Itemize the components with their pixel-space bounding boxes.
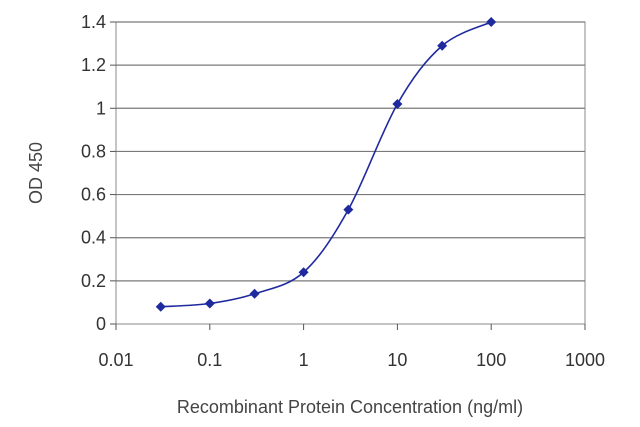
data-point xyxy=(437,40,448,51)
y-tick-label: 0.4 xyxy=(81,228,106,248)
y-axis-title: OD 450 xyxy=(26,142,46,204)
series-line xyxy=(160,21,492,308)
y-tick-label: 1.4 xyxy=(81,12,106,32)
y-tick-label: 0.8 xyxy=(81,141,106,161)
x-axis: 0.01 0.1 1 10 100 1000 xyxy=(98,324,605,370)
y-tick-label: 0.6 xyxy=(81,185,106,205)
x-tick-label: 0.1 xyxy=(197,350,222,370)
series-layer xyxy=(155,17,497,312)
y-axis: 0 0.2 0.4 0.6 0.8 1 1.2 1.4 xyxy=(81,12,116,334)
y-tick-label: 0 xyxy=(96,314,106,334)
data-point xyxy=(343,204,354,215)
x-tick-label: 10 xyxy=(387,350,407,370)
grid-lines xyxy=(116,21,585,282)
x-axis-title: Recombinant Protein Concentration (ng/ml… xyxy=(177,397,523,417)
data-point xyxy=(298,267,309,278)
data-point xyxy=(155,301,166,312)
x-tick-label: 0.01 xyxy=(98,350,133,370)
data-point xyxy=(392,98,403,109)
data-point xyxy=(249,288,260,299)
data-point xyxy=(486,17,497,27)
x-tick-label: 1000 xyxy=(565,350,605,370)
y-tick-label: 1 xyxy=(96,98,106,118)
x-tick-label: 100 xyxy=(476,350,506,370)
data-point xyxy=(204,298,215,309)
x-tick-label: 1 xyxy=(299,350,309,370)
plot-area xyxy=(115,21,586,325)
y-tick-label: 1.2 xyxy=(81,55,106,75)
y-tick-label: 0.2 xyxy=(81,271,106,291)
